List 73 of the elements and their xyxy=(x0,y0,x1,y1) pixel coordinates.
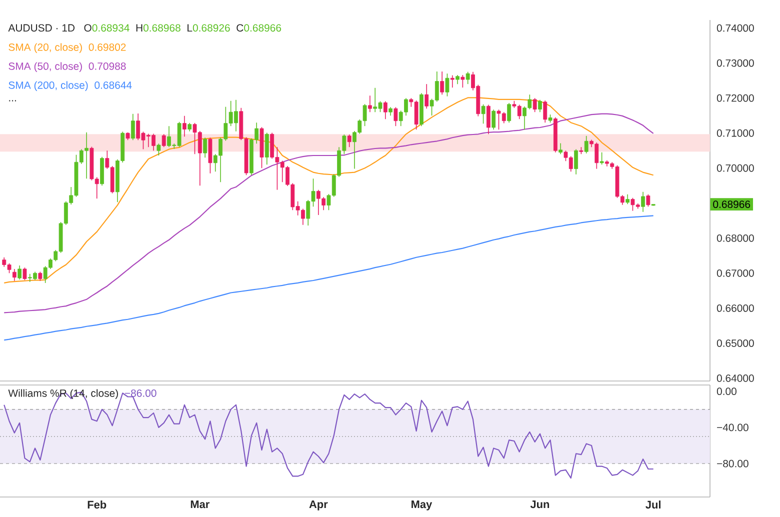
y-tick-label: 0.73000 xyxy=(716,59,754,67)
candlestick xyxy=(584,135,588,154)
annotation: ... xyxy=(9,100,16,102)
y-tick-label: −40.00 xyxy=(717,424,748,432)
x-tick-label: Apr xyxy=(309,500,328,510)
annotation: 0.68644 xyxy=(94,81,132,89)
candlestick xyxy=(22,267,27,281)
candlestick xyxy=(208,137,212,174)
candlestick xyxy=(18,265,22,280)
text: SMA (200, close) xyxy=(8,81,88,91)
candlestick xyxy=(162,134,166,148)
annotation: 0.68926 xyxy=(192,24,230,32)
annotation: O xyxy=(84,24,92,32)
candlestick xyxy=(182,116,186,137)
annotation: C xyxy=(236,24,244,32)
candlestick xyxy=(507,102,512,123)
candlestick xyxy=(440,71,444,95)
y-tick-label: 0.74000 xyxy=(716,24,754,32)
y-tick-label: 0.65000 xyxy=(716,339,754,347)
annotation: 0.68934 xyxy=(92,24,130,32)
candlestick xyxy=(450,74,454,88)
candlestick xyxy=(347,134,352,148)
candlestick xyxy=(646,194,650,208)
text: SMA (20, close) xyxy=(8,43,82,53)
candlestick xyxy=(492,109,496,130)
candlestick xyxy=(383,100,388,120)
candlestick xyxy=(424,84,429,109)
candlestick xyxy=(466,71,470,84)
y-tick-label: −80.00 xyxy=(717,460,748,468)
candlestick xyxy=(626,194,630,205)
x-tick-label: Feb xyxy=(88,500,106,509)
candlestick xyxy=(264,132,269,166)
candlestick xyxy=(460,74,465,88)
annotation: 0.68968 xyxy=(143,24,180,32)
candlestick xyxy=(486,104,490,135)
text: SMA (50, close) xyxy=(8,62,82,72)
x-tick-label: Jun xyxy=(530,500,550,508)
candlestick xyxy=(558,142,563,154)
y-tick-label: 0.68000 xyxy=(716,234,754,242)
x-tick-label: May xyxy=(412,500,432,510)
candlestick xyxy=(38,271,42,282)
candlestick xyxy=(543,100,548,123)
annotation: −86.00 xyxy=(124,389,156,397)
candlestick xyxy=(12,268,16,282)
candlestick xyxy=(156,143,161,156)
candlestick xyxy=(394,106,398,126)
candlestick xyxy=(538,99,542,112)
y-tick-label: 0.66000 xyxy=(716,304,754,312)
y-tick-label: 0.67000 xyxy=(716,269,754,277)
text: 0.68966 xyxy=(713,200,750,208)
y-tick-label: 0.72000 xyxy=(716,94,754,102)
chart-title: AUDUSD · 1D xyxy=(8,24,75,32)
candlestick xyxy=(532,98,537,112)
annotation: 0.69802 xyxy=(88,43,126,51)
candlestick xyxy=(574,148,578,175)
annotation: H xyxy=(136,24,142,32)
x-tick-label: Mar xyxy=(190,500,210,508)
annotation: L xyxy=(188,24,192,32)
candlestick xyxy=(600,152,604,166)
candlestick xyxy=(456,74,460,84)
annotation: 0.70988 xyxy=(88,62,126,70)
candlestick xyxy=(368,95,372,112)
candlestick xyxy=(130,113,135,140)
y-tick-label: 0.71000 xyxy=(716,129,754,137)
y-tick-label: 0.00 xyxy=(716,388,736,396)
candlestick xyxy=(641,192,645,212)
x-tick-label: Jul xyxy=(646,500,660,509)
candlestick xyxy=(203,137,208,158)
y-tick-label: 0.64000 xyxy=(716,374,754,382)
annotation: 0.68966 xyxy=(244,24,282,32)
candlestick xyxy=(445,73,450,97)
y-tick-label: 0.70000 xyxy=(716,164,754,172)
candlestick xyxy=(481,104,486,124)
